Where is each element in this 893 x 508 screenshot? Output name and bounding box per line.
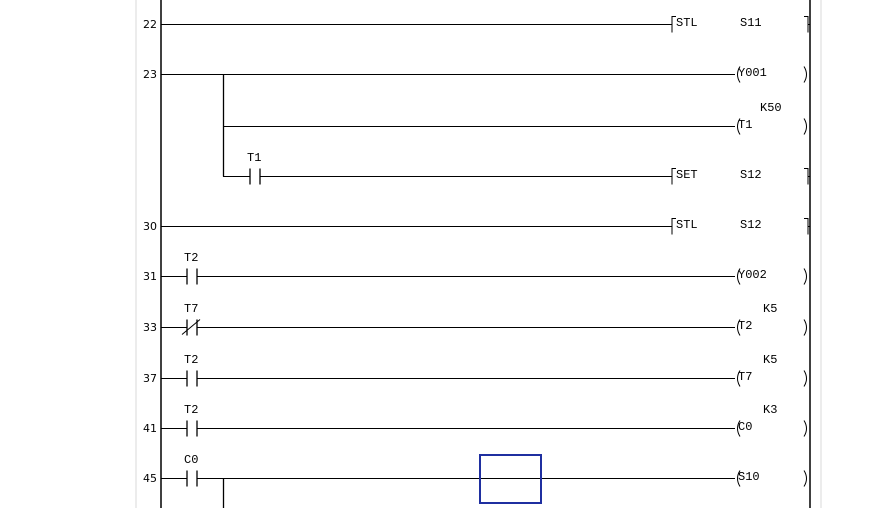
coil-close-paren — [803, 420, 807, 437]
instruction-name[interactable]: STL — [676, 16, 698, 30]
nc-contact-label: T7 — [184, 302, 198, 316]
instruction-name[interactable]: STL — [676, 218, 698, 232]
coil-operand[interactable]: Y001 — [738, 66, 767, 80]
instruction-name[interactable]: SET — [676, 168, 698, 182]
coil-setting-value: K50 — [760, 101, 782, 115]
coil-close-paren — [803, 370, 807, 387]
instruction-open-bracket — [671, 16, 676, 33]
no-contact-label: T2 — [184, 403, 198, 417]
step-number: 31 — [143, 270, 157, 283]
step-number: 23 — [143, 68, 157, 81]
coil-open-paren — [737, 470, 741, 487]
step-number: 33 — [143, 321, 157, 334]
coil-setting-value: K3 — [763, 403, 777, 417]
coil-setting-value: K5 — [763, 353, 777, 367]
step-number: 22 — [143, 18, 157, 31]
instruction-close-bracket — [804, 168, 809, 185]
coil-operand[interactable]: S10 — [738, 470, 760, 484]
coil-close-paren — [803, 319, 807, 336]
coil-close-paren — [803, 268, 807, 285]
coil-close-paren — [803, 66, 807, 83]
coil-open-paren — [737, 420, 741, 437]
coil-open-paren — [737, 66, 741, 83]
instruction-close-bracket — [804, 16, 809, 33]
instruction-open-bracket — [671, 168, 676, 185]
coil-operand[interactable]: T1 — [738, 118, 752, 132]
instruction-close-bracket — [804, 218, 809, 235]
coil-open-paren — [737, 268, 741, 285]
coil-operand[interactable]: Y002 — [738, 268, 767, 282]
coil-operand[interactable]: T2 — [738, 319, 752, 333]
instruction-operand[interactable]: S12 — [740, 218, 762, 232]
coil-setting-value: K5 — [763, 302, 777, 316]
no-contact-label: T2 — [184, 353, 198, 367]
step-number: 37 — [143, 372, 157, 385]
coil-operand[interactable]: T7 — [738, 370, 752, 384]
step-number: 45 — [143, 472, 157, 485]
coil-open-paren — [737, 118, 741, 135]
instruction-operand[interactable]: S12 — [740, 168, 762, 182]
coil-open-paren — [737, 319, 741, 336]
coil-close-paren — [803, 470, 807, 487]
no-contact-label: C0 — [184, 453, 198, 467]
no-contact-label: T2 — [184, 251, 198, 265]
no-contact-label: T1 — [247, 151, 261, 165]
step-number: 41 — [143, 422, 157, 435]
coil-close-paren — [803, 118, 807, 135]
step-number: 30 — [143, 220, 157, 233]
nc-slash — [181, 319, 201, 335]
coil-open-paren — [737, 370, 741, 387]
instruction-open-bracket — [671, 218, 676, 235]
coil-operand[interactable]: C0 — [738, 420, 752, 434]
instruction-operand[interactable]: S11 — [740, 16, 762, 30]
edit-cursor[interactable] — [479, 454, 542, 504]
